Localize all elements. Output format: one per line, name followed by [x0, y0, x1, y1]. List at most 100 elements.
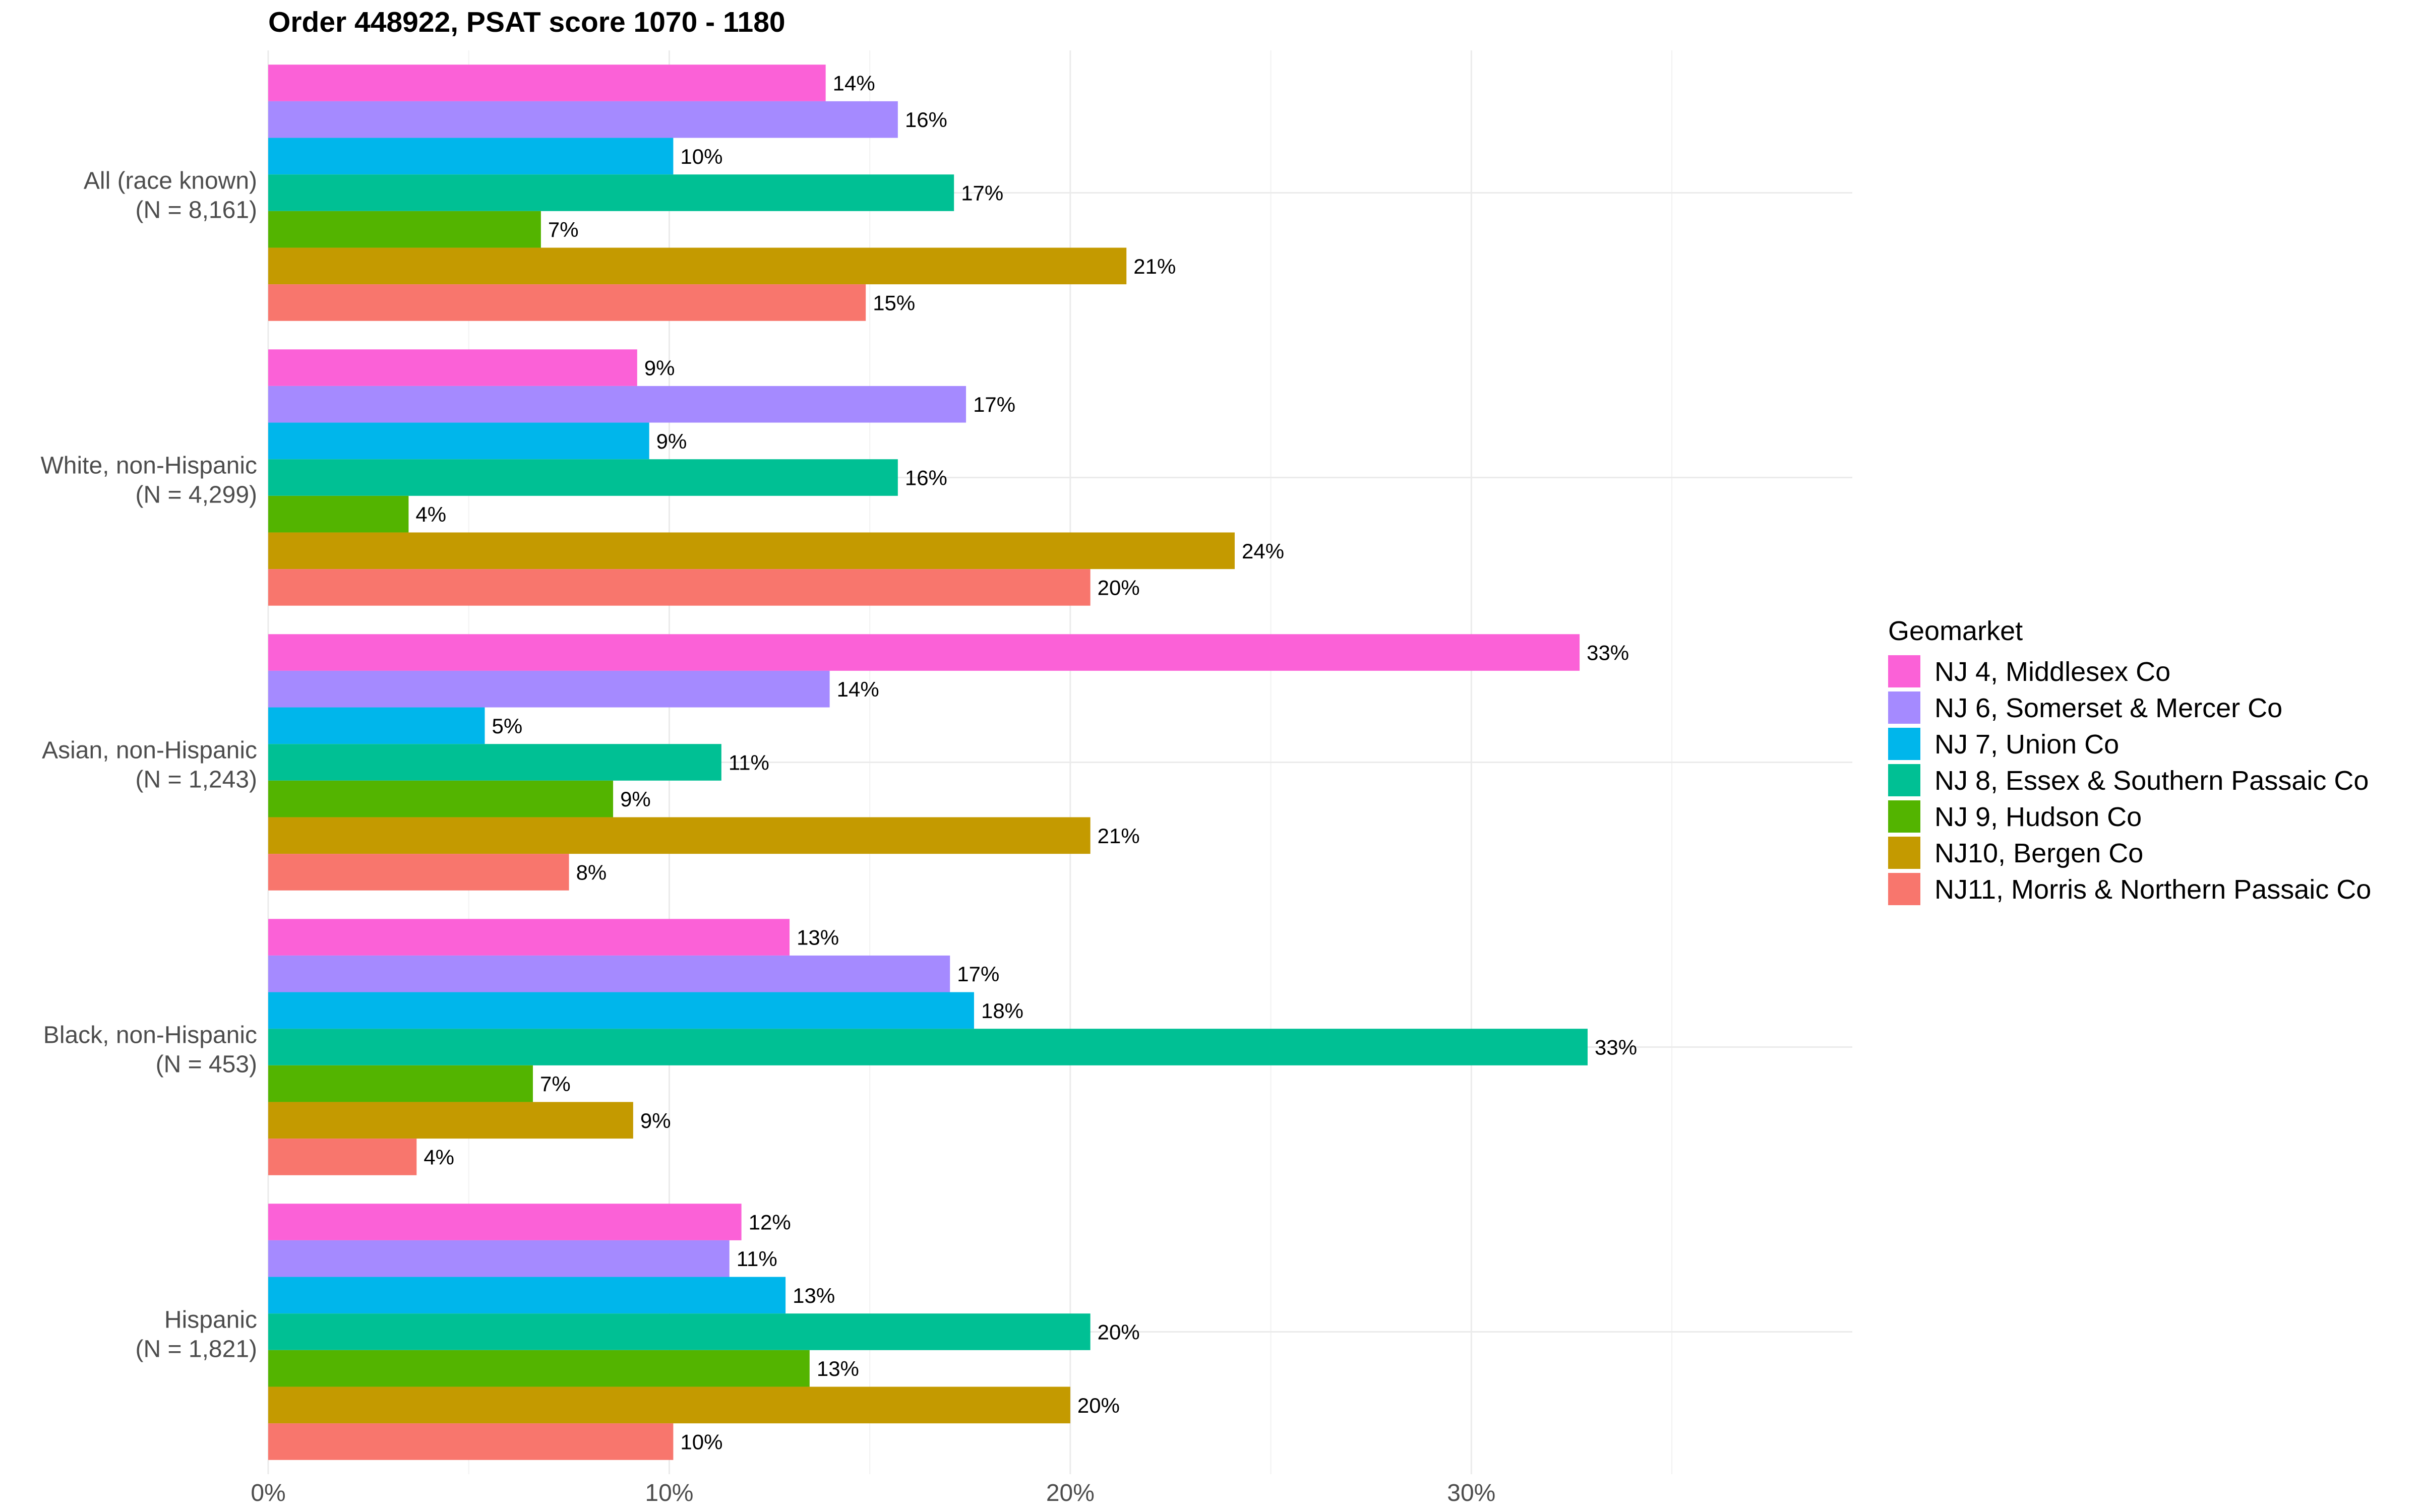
bar — [268, 65, 826, 101]
data-label: 33% — [1595, 1036, 1637, 1059]
data-label: 33% — [1587, 641, 1629, 665]
data-label: 5% — [492, 714, 523, 738]
x-tick-label: 20% — [1046, 1480, 1095, 1506]
data-label: 9% — [656, 429, 687, 453]
data-label: 17% — [961, 181, 1003, 205]
x-axis: 0% 10% 20% 30% — [251, 1480, 1495, 1506]
bar — [268, 707, 485, 744]
bar — [268, 992, 974, 1029]
data-label: 20% — [1098, 576, 1140, 599]
bar — [268, 1387, 1070, 1424]
bar — [268, 101, 898, 138]
legend-key — [1888, 655, 1920, 687]
legend-label: NJ10, Bergen Co — [1934, 838, 2143, 868]
x-tick-label: 10% — [645, 1480, 693, 1506]
data-label: 18% — [981, 999, 1023, 1023]
bar — [268, 1065, 533, 1102]
data-label: 13% — [797, 926, 839, 950]
y-tick-label: Black, non-Hispanic (N = 453) — [43, 1022, 257, 1078]
y-tick-label: White, non-Hispanic (N = 4,299) — [40, 453, 257, 509]
data-label: 11% — [729, 751, 769, 775]
data-label: 4% — [415, 502, 446, 526]
data-label: 13% — [817, 1357, 859, 1380]
bar — [268, 1102, 633, 1139]
bar — [268, 211, 541, 248]
bar — [268, 247, 1127, 285]
y-tick-label: Asian, non-Hispanic (N = 1,243) — [42, 737, 257, 793]
y-tick-line: (N = 4,299) — [136, 482, 257, 509]
bar — [268, 284, 866, 321]
data-label: 16% — [905, 108, 947, 132]
legend-label: NJ 8, Essex & Southern Passaic Co — [1934, 766, 2369, 796]
y-tick-line: Hispanic — [164, 1307, 257, 1334]
bar — [268, 1277, 786, 1314]
data-label: 14% — [837, 677, 879, 701]
y-tick-line: (N = 1,821) — [136, 1336, 257, 1363]
bar — [268, 532, 1235, 570]
y-tick-line: (N = 453) — [156, 1051, 257, 1078]
legend-key — [1888, 873, 1920, 905]
y-tick-label: Hispanic (N = 1,821) — [136, 1307, 257, 1363]
bar — [268, 1240, 730, 1277]
data-label: 10% — [680, 145, 722, 168]
data-label: 12% — [749, 1211, 791, 1234]
data-label: 10% — [680, 1430, 722, 1454]
chart-title: Order 448922, PSAT score 1070 - 1180 — [268, 6, 785, 38]
legend-title: Geomarket — [1888, 616, 2023, 646]
bar — [268, 349, 637, 386]
bar — [268, 569, 1091, 606]
legend-key — [1888, 728, 1920, 760]
data-label: 20% — [1077, 1394, 1120, 1417]
bar — [268, 854, 569, 891]
bar — [268, 422, 649, 460]
legend-label: NJ 7, Union Co — [1934, 729, 2119, 760]
data-label: 8% — [576, 860, 607, 884]
data-label: 21% — [1098, 824, 1140, 848]
bar — [268, 1139, 417, 1175]
bar — [268, 919, 790, 956]
bar — [268, 1350, 810, 1387]
y-tick-line: (N = 1,243) — [136, 767, 257, 793]
data-label: 21% — [1133, 255, 1176, 278]
data-label: 9% — [640, 1109, 671, 1132]
data-label: 24% — [1242, 539, 1284, 563]
data-label: 9% — [620, 787, 651, 811]
data-label: 4% — [424, 1145, 454, 1169]
data-label: 9% — [644, 356, 675, 380]
data-label: 11% — [737, 1247, 777, 1271]
bar — [268, 1029, 1588, 1065]
bar — [268, 670, 830, 708]
data-label: 7% — [548, 218, 579, 241]
bar — [268, 780, 614, 817]
data-label: 17% — [957, 962, 999, 986]
data-label: 20% — [1098, 1320, 1140, 1344]
x-tick-label: 30% — [1447, 1480, 1495, 1506]
data-label: 13% — [793, 1284, 835, 1307]
x-tick-label: 0% — [251, 1480, 285, 1506]
y-tick-line: All (race known) — [84, 168, 257, 195]
bar — [268, 955, 950, 992]
legend-key — [1888, 764, 1920, 796]
bar — [268, 1423, 674, 1460]
bars — [268, 65, 1588, 1460]
legend: Geomarket NJ 4, Middlesex Co NJ 6, Somers… — [1888, 616, 2371, 905]
data-label: 17% — [973, 393, 1015, 416]
legend-label: NJ 4, Middlesex Co — [1934, 657, 2170, 687]
legend-label: NJ 9, Hudson Co — [1934, 802, 2142, 832]
bar — [268, 174, 954, 211]
legend-label: NJ 6, Somerset & Mercer Co — [1934, 693, 2282, 723]
bar — [268, 744, 721, 781]
y-tick-line: Black, non-Hispanic — [43, 1022, 257, 1049]
bar — [268, 459, 898, 496]
legend-key — [1888, 691, 1920, 724]
bar — [268, 634, 1580, 671]
data-labels: 14% 16% 10% 17% 7% 21% 15% 9% 17% 9% 16% 4% 24% 20% 33… — [415, 72, 1637, 1454]
bar — [268, 1204, 742, 1240]
bar — [268, 138, 674, 175]
legend-key — [1888, 800, 1920, 833]
data-label: 7% — [540, 1072, 571, 1096]
bar — [268, 495, 409, 533]
y-tick-line: Asian, non-Hispanic — [42, 737, 257, 764]
bar — [268, 1313, 1091, 1350]
y-tick-line: White, non-Hispanic — [40, 453, 257, 479]
